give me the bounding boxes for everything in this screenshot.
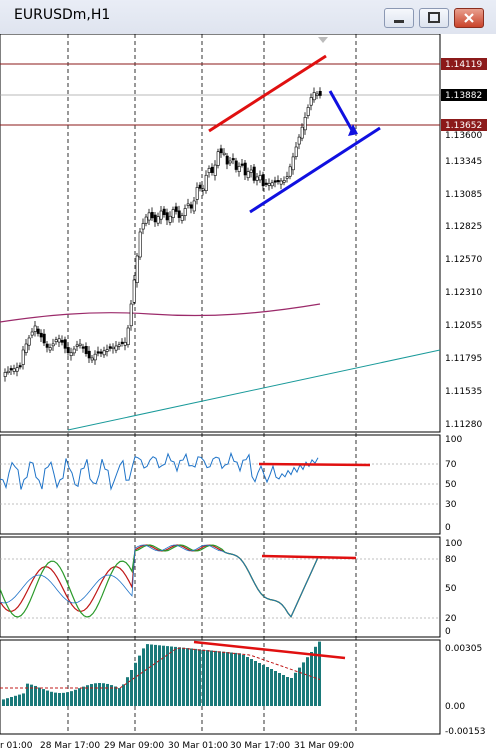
price-pane[interactable] xyxy=(0,34,441,433)
chart-area[interactable]: 1.13345 1.13085 1.12825 1.12570 1.12310 1.120… xyxy=(0,34,496,751)
trendline-blue-lower[interactable] xyxy=(249,126,381,214)
time-axis-label: 30 Mar 01:00 xyxy=(168,741,228,751)
svg-text:1.14119: 1.14119 xyxy=(445,60,482,70)
price-axis-label: 1.13085 xyxy=(445,190,482,200)
time-axis-label: r 01:00 xyxy=(0,741,33,751)
minimize-icon xyxy=(394,20,404,23)
close-icon xyxy=(464,13,474,23)
svg-text:1.13882: 1.13882 xyxy=(445,91,482,101)
price-axis-label: 1.11280 xyxy=(445,420,482,430)
macd-histogram xyxy=(2,641,321,706)
rsi-pane[interactable] xyxy=(0,434,441,535)
price-marker-2: 1.13882 xyxy=(441,89,487,101)
window-title: EURUSDm,H1 xyxy=(14,7,111,23)
rsi-axis: 100 70 50 30 0 xyxy=(445,435,462,533)
macd-axis-label: -0.00153 xyxy=(445,727,485,737)
time-axis: r 01:00 28 Mar 17:00 29 Mar 09:00 30 Mar 01… xyxy=(0,741,354,751)
stochastic-levels xyxy=(0,558,440,619)
rsi-line xyxy=(0,451,319,491)
price-marker-1: 1.14119 xyxy=(441,58,487,70)
rsi-levels xyxy=(0,463,440,505)
stochastic-axis: 100 80 50 20 0 xyxy=(445,539,462,637)
rsi-divergence-line[interactable] xyxy=(258,462,371,467)
time-axis-label: 28 Mar 17:00 xyxy=(40,741,100,751)
stochastic-axis-label: 50 xyxy=(445,584,457,594)
price-axis-label: 1.13345 xyxy=(445,157,482,167)
macd-divergence-line[interactable] xyxy=(193,640,346,660)
macd-axis-label: 0.00 xyxy=(445,702,465,712)
rsi-axis-label: 0 xyxy=(445,523,451,533)
rsi-axis-label: 100 xyxy=(445,435,462,445)
moving-average-magenta xyxy=(0,303,321,323)
price-label-extra: 1.13600 xyxy=(445,131,482,141)
svg-text:1.13652: 1.13652 xyxy=(445,121,482,131)
macd-axis: 0.00305 0.00 -0.00153 xyxy=(445,644,485,737)
rsi-axis-label: 30 xyxy=(445,500,457,510)
maximize-icon xyxy=(428,12,440,23)
stochastic-axis-label: 0 xyxy=(445,627,451,637)
stochastic-aux-line xyxy=(0,544,319,618)
title-bar[interactable]: EURUSDm,H1 xyxy=(0,0,496,34)
price-axis-label: 1.11535 xyxy=(445,387,482,397)
arrow-down-icon[interactable] xyxy=(328,90,358,136)
time-axis-label: 29 Mar 09:00 xyxy=(104,741,164,751)
macd-signal-line xyxy=(0,647,321,689)
moving-average-teal xyxy=(67,349,441,431)
rsi-axis-label: 50 xyxy=(445,480,457,490)
price-axis-label: 1.12570 xyxy=(445,255,482,265)
price-axis-label: 1.11795 xyxy=(445,354,482,364)
price-marker-3: 1.13652 xyxy=(441,119,487,131)
price-axis-label: 1.12825 xyxy=(445,222,482,232)
price-axis: 1.13345 1.13085 1.12825 1.12570 1.12310 1.120… xyxy=(445,157,482,430)
price-candles xyxy=(3,87,322,382)
close-button[interactable] xyxy=(454,8,484,28)
shift-marker-icon xyxy=(318,37,328,43)
stochastic-axis-label: 80 xyxy=(445,555,457,565)
time-axis-label: 30 Mar 17:00 xyxy=(230,741,290,751)
time-grid xyxy=(67,34,357,734)
stochastic-pane[interactable] xyxy=(0,536,441,638)
price-axis-label: 1.12055 xyxy=(445,321,482,331)
macd-axis-label: 0.00305 xyxy=(445,644,482,654)
trendline-red-upper[interactable] xyxy=(208,54,327,133)
maximize-button[interactable] xyxy=(419,8,449,28)
rsi-axis-label: 70 xyxy=(445,460,457,470)
price-axis-label: 1.12310 xyxy=(445,288,482,298)
time-axis-label: 31 Mar 09:00 xyxy=(294,741,354,751)
minimize-button[interactable] xyxy=(384,8,414,28)
stochastic-divergence-line[interactable] xyxy=(261,554,357,560)
stochastic-axis-label: 20 xyxy=(445,614,457,624)
stochastic-axis-label: 100 xyxy=(445,539,462,549)
